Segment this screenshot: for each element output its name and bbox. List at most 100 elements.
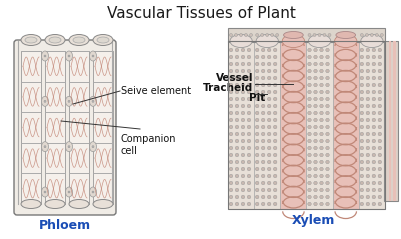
Ellipse shape [261, 146, 264, 150]
Ellipse shape [371, 167, 375, 171]
Ellipse shape [319, 125, 322, 129]
Text: Companion
cell: Companion cell [121, 134, 176, 156]
Ellipse shape [247, 69, 250, 73]
Ellipse shape [235, 48, 238, 52]
Ellipse shape [377, 167, 381, 171]
Ellipse shape [65, 96, 72, 106]
Ellipse shape [247, 55, 250, 59]
Ellipse shape [255, 188, 258, 192]
Ellipse shape [255, 160, 258, 164]
Ellipse shape [44, 55, 46, 57]
Ellipse shape [261, 97, 264, 101]
Ellipse shape [313, 111, 316, 115]
FancyBboxPatch shape [227, 28, 384, 42]
Ellipse shape [273, 55, 276, 59]
Ellipse shape [359, 104, 363, 108]
Ellipse shape [313, 132, 316, 136]
Ellipse shape [235, 167, 238, 171]
Ellipse shape [21, 34, 41, 45]
Ellipse shape [307, 160, 310, 164]
Ellipse shape [89, 96, 96, 106]
Ellipse shape [377, 139, 381, 143]
Ellipse shape [261, 202, 264, 206]
Ellipse shape [261, 48, 264, 52]
Ellipse shape [307, 111, 310, 115]
Ellipse shape [282, 34, 304, 48]
Ellipse shape [255, 125, 258, 129]
Ellipse shape [377, 118, 381, 122]
Ellipse shape [41, 142, 49, 152]
Ellipse shape [371, 104, 375, 108]
Ellipse shape [267, 195, 270, 199]
Ellipse shape [307, 125, 310, 129]
Ellipse shape [267, 104, 270, 108]
Ellipse shape [325, 83, 328, 87]
Ellipse shape [371, 146, 375, 150]
Ellipse shape [261, 104, 264, 108]
Ellipse shape [229, 90, 232, 94]
Bar [69, 51, 89, 204]
Ellipse shape [319, 62, 322, 66]
Ellipse shape [261, 139, 264, 143]
Ellipse shape [270, 33, 273, 37]
Ellipse shape [229, 48, 232, 52]
Ellipse shape [313, 139, 316, 143]
Ellipse shape [273, 188, 276, 192]
Ellipse shape [313, 153, 316, 157]
Ellipse shape [247, 195, 250, 199]
Ellipse shape [365, 202, 369, 206]
Ellipse shape [261, 111, 264, 115]
Ellipse shape [235, 69, 238, 73]
Ellipse shape [229, 174, 232, 178]
Bar [227, 41, 253, 209]
Ellipse shape [273, 111, 276, 115]
Ellipse shape [260, 33, 263, 37]
Ellipse shape [229, 97, 232, 101]
Ellipse shape [307, 188, 310, 192]
Ellipse shape [255, 76, 258, 80]
Ellipse shape [229, 104, 232, 108]
Ellipse shape [325, 132, 328, 136]
Ellipse shape [229, 76, 232, 80]
Ellipse shape [313, 48, 316, 52]
Ellipse shape [307, 104, 310, 108]
Ellipse shape [255, 167, 258, 171]
Ellipse shape [92, 146, 94, 148]
Ellipse shape [371, 76, 375, 80]
Ellipse shape [229, 125, 232, 129]
Ellipse shape [365, 167, 369, 171]
Ellipse shape [235, 139, 238, 143]
Ellipse shape [377, 195, 381, 199]
Ellipse shape [325, 90, 328, 94]
Ellipse shape [307, 202, 310, 206]
Ellipse shape [377, 55, 381, 59]
Ellipse shape [365, 76, 369, 80]
Ellipse shape [267, 181, 270, 185]
Ellipse shape [229, 69, 232, 73]
Ellipse shape [359, 48, 363, 52]
Ellipse shape [241, 55, 244, 59]
Ellipse shape [377, 90, 381, 94]
Ellipse shape [325, 188, 328, 192]
Ellipse shape [359, 132, 363, 136]
Ellipse shape [69, 34, 89, 45]
Ellipse shape [235, 146, 238, 150]
Ellipse shape [235, 55, 238, 59]
Ellipse shape [241, 48, 244, 52]
Ellipse shape [307, 146, 310, 150]
Ellipse shape [377, 125, 381, 129]
Ellipse shape [239, 33, 242, 37]
Ellipse shape [235, 90, 238, 94]
Ellipse shape [313, 174, 316, 178]
Ellipse shape [371, 202, 375, 206]
Ellipse shape [319, 188, 322, 192]
Ellipse shape [247, 160, 250, 164]
Ellipse shape [241, 97, 244, 101]
Ellipse shape [359, 69, 363, 73]
Ellipse shape [313, 76, 316, 80]
Ellipse shape [255, 111, 258, 115]
Ellipse shape [229, 195, 232, 199]
Ellipse shape [229, 160, 232, 164]
Ellipse shape [241, 146, 244, 150]
Ellipse shape [319, 167, 322, 171]
